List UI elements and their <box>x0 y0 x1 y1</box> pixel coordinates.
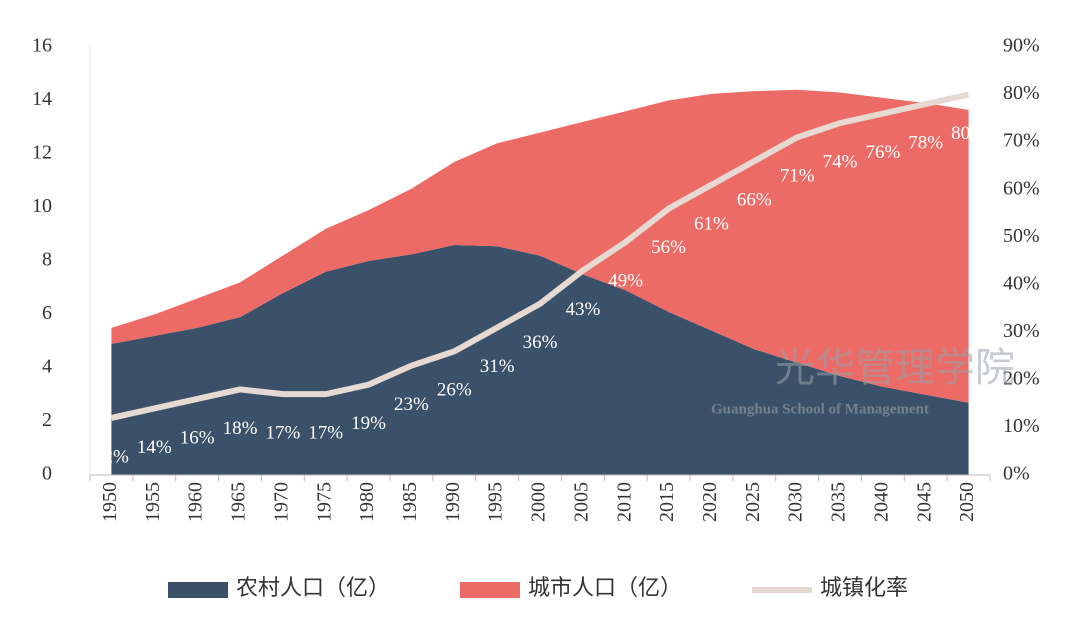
data-label: 74% <box>823 151 858 172</box>
data-label: 49% <box>608 270 643 291</box>
x-tick-label: 1960 <box>185 482 207 522</box>
y-tick-label: 12 <box>32 142 52 164</box>
x-tick-label: 2050 <box>956 482 978 522</box>
watermark-subtitle: Guanghua School of Management <box>711 401 929 417</box>
y2-tick-label: 30% <box>1003 320 1040 342</box>
legend-label: 农村人口（亿） <box>236 575 390 600</box>
x-tick-label: 1985 <box>399 482 421 522</box>
line <box>110 91 970 421</box>
x-tick-label: 2010 <box>613 482 635 522</box>
y-tick-label: 0 <box>42 463 52 485</box>
data-label: 16% <box>180 427 215 448</box>
data-label: 78% <box>908 132 943 153</box>
data-label: 18% <box>223 418 258 439</box>
data-label: 23% <box>394 394 429 415</box>
watermark-title: 光华管理学院 <box>775 345 1015 390</box>
area <box>111 244 969 475</box>
y2-tick-label: 40% <box>1003 272 1040 294</box>
y2-tick-label: 50% <box>1003 225 1040 247</box>
x-tick-label: 1995 <box>485 482 507 522</box>
x-tick-label: 2035 <box>828 482 850 522</box>
data-label: 31% <box>480 356 515 377</box>
x-tick-label: 2045 <box>913 482 935 522</box>
x-tick-label: 2005 <box>570 482 592 522</box>
data-label: 43% <box>565 299 600 320</box>
area <box>111 89 969 403</box>
x-tick-label: 1965 <box>228 482 250 522</box>
x-tick-label: 1975 <box>313 482 335 522</box>
x-tick-label: 2030 <box>785 482 807 522</box>
y-tick-label: 4 <box>42 356 52 378</box>
y2-tick-label: 90% <box>1003 35 1040 57</box>
y2-tick-label: 10% <box>1003 415 1040 437</box>
x-tick-label: 1990 <box>442 482 464 522</box>
data-label: 66% <box>737 189 772 210</box>
y-tick-label: 16 <box>32 35 52 57</box>
data-label: 19% <box>351 413 386 434</box>
data-label: 61% <box>694 213 729 234</box>
y2-tick-label: 80% <box>1003 82 1040 104</box>
y-tick-label: 14 <box>32 88 52 110</box>
data-label: 17% <box>308 423 343 444</box>
x-tick-label: 1970 <box>270 482 292 522</box>
data-label: 12% <box>94 446 129 467</box>
y-tick-label: 6 <box>42 302 52 324</box>
y2-tick-label: 70% <box>1003 130 1040 152</box>
data-label: 56% <box>651 237 686 258</box>
legend-label: 城市人口（亿） <box>528 575 682 600</box>
data-label: 26% <box>437 380 472 401</box>
data-label: 80% <box>951 123 986 144</box>
x-tick-label: 2020 <box>699 482 721 522</box>
x-tick-label: 2015 <box>656 482 678 522</box>
legend-swatch <box>460 582 520 598</box>
x-tick-label: 1980 <box>356 482 378 522</box>
x-tick-label: 1950 <box>99 482 121 522</box>
data-label: 71% <box>780 166 815 187</box>
y-tick-label: 10 <box>32 195 52 217</box>
y2-tick-label: 20% <box>1003 367 1040 389</box>
x-tick-label: 1955 <box>142 482 164 522</box>
legend-swatch <box>168 582 228 598</box>
x-tick-label: 2025 <box>742 482 764 522</box>
x-tick-label: 2000 <box>528 482 550 522</box>
legend-label: 城镇化率 <box>820 575 908 600</box>
data-label: 17% <box>265 423 300 444</box>
y-tick-label: 2 <box>42 409 52 431</box>
y-tick-label: 8 <box>42 249 52 271</box>
data-label: 76% <box>865 142 900 163</box>
y2-tick-label: 60% <box>1003 177 1040 199</box>
x-tick-label: 2040 <box>870 482 892 522</box>
data-label: 36% <box>523 332 558 353</box>
data-label: 14% <box>137 437 172 458</box>
y2-tick-label: 0% <box>1003 463 1030 485</box>
